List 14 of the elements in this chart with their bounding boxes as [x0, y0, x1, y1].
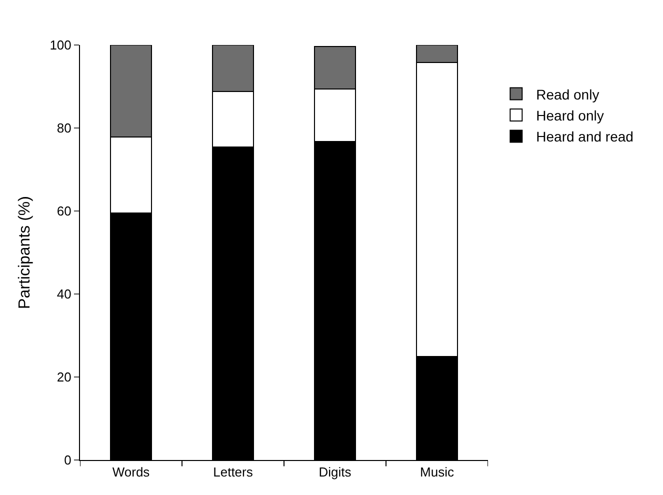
y-tick-label: 40 — [56, 286, 72, 302]
legend-label: Read only — [536, 86, 600, 102]
x-tick-label: Digits — [318, 464, 352, 480]
legend-label: Heard and read — [536, 128, 634, 145]
y-tick-label: 100 — [50, 38, 72, 53]
x-tick-label: Words — [112, 464, 150, 480]
y-tick-label: 20 — [56, 370, 72, 385]
legend-label: Heard only — [536, 107, 604, 124]
x-tick-label: Letters — [213, 464, 254, 480]
y-tick-label: 0 — [64, 452, 72, 468]
y-tick-label: 80 — [56, 120, 72, 136]
y-tick-label: 60 — [56, 204, 72, 219]
y-axis-title: Participants (%) — [16, 196, 34, 309]
x-tick-label: Music — [420, 464, 454, 480]
